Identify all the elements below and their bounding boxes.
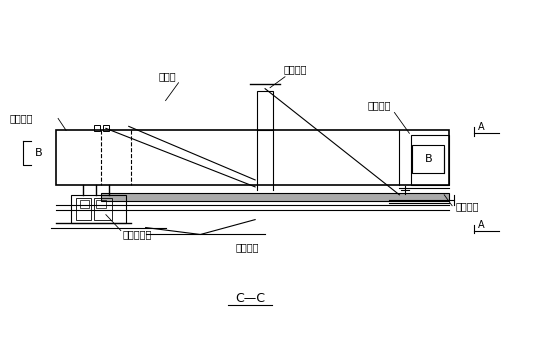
Bar	[101, 193, 449, 201]
Text: 斜拉索: 斜拉索	[158, 71, 176, 81]
Bar	[80, 200, 89, 208]
Text: C—C: C—C	[235, 292, 265, 305]
Text: B: B	[424, 154, 432, 164]
Bar	[56, 130, 449, 185]
Bar	[71, 195, 126, 223]
Bar	[103, 125, 109, 131]
Text: 行走沟挂: 行走沟挂	[283, 64, 307, 74]
Text: 待浇梁段: 待浇梁段	[368, 100, 391, 110]
Bar	[94, 125, 100, 131]
Bar	[412, 135, 449, 185]
Text: 已浇梁段: 已浇梁段	[10, 114, 33, 123]
Bar	[76, 198, 91, 219]
Text: 工作平台: 工作平台	[455, 201, 479, 211]
Bar	[96, 200, 106, 208]
Text: 液压装置: 液压装置	[235, 243, 259, 252]
Text: A: A	[478, 219, 484, 229]
Text: B: B	[35, 148, 43, 158]
Bar	[257, 91, 273, 130]
Text: 后锡座系统: 后锡座系统	[123, 229, 152, 239]
Bar	[94, 198, 112, 219]
Bar	[412, 145, 444, 173]
Text: A: A	[478, 122, 484, 132]
